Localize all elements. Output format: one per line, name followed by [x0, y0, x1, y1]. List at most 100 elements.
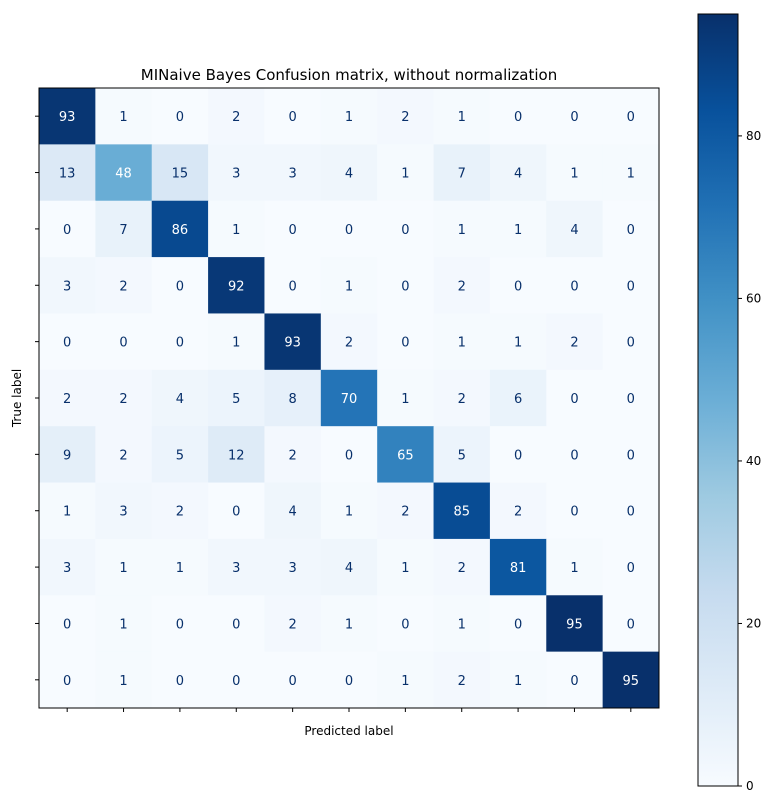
matrix-cell — [546, 257, 604, 314]
matrix-cell — [39, 144, 96, 202]
matrix-cell — [602, 313, 660, 371]
matrix-cell — [208, 369, 265, 427]
matrix-cell — [377, 144, 435, 202]
matrix-cell-value: 1 — [514, 674, 522, 689]
matrix-cell-value: 2 — [345, 336, 353, 351]
matrix-cell — [39, 426, 96, 484]
matrix-cell-value: 3 — [232, 561, 240, 576]
matrix-cell-value: 0 — [570, 674, 578, 689]
matrix-cell-value: 3 — [63, 561, 71, 576]
matrix-cell-value: 48 — [115, 167, 132, 182]
matrix-cell — [208, 200, 265, 258]
matrix-cell — [95, 482, 153, 540]
matrix-cell — [264, 595, 322, 653]
matrix-cell — [151, 595, 209, 653]
matrix-cell-value: 2 — [514, 505, 522, 520]
matrix-cell — [39, 595, 96, 653]
matrix-cell — [377, 595, 435, 653]
matrix-cell-value: 0 — [627, 448, 635, 463]
matrix-cell-value: 3 — [63, 279, 71, 294]
matrix-cell — [433, 369, 491, 427]
matrix-cell — [208, 538, 265, 596]
matrix-cell-value: 0 — [627, 279, 635, 294]
matrix-cell-value: 0 — [570, 279, 578, 294]
matrix-cell-value: 4 — [345, 167, 353, 182]
matrix-cell-value: 1 — [232, 336, 240, 351]
matrix-cell-value: 2 — [288, 448, 296, 463]
matrix-cell-value: 1 — [345, 110, 353, 125]
matrix-cell-value: 95 — [566, 617, 583, 632]
matrix-cell — [95, 369, 153, 427]
matrix-cell — [320, 144, 378, 202]
matrix-cell-value: 1 — [458, 110, 466, 125]
matrix-cell — [546, 200, 604, 258]
x-axis-ticks — [66, 708, 632, 712]
matrix-cell-value: 0 — [627, 110, 635, 125]
matrix-cell — [433, 200, 491, 258]
matrix-cell-value: 1 — [119, 561, 127, 576]
matrix-cell — [602, 369, 660, 427]
matrix-cell-value: 1 — [401, 167, 409, 182]
matrix-cell — [377, 538, 435, 596]
matrix-cell — [208, 426, 265, 484]
matrix-cell-value: 1 — [345, 279, 353, 294]
matrix-cell-value: 3 — [119, 505, 127, 520]
matrix-cell-value: 0 — [288, 223, 296, 238]
matrix-cell — [433, 257, 491, 314]
matrix-cell-value: 0 — [176, 336, 184, 351]
matrix-cell-value: 6 — [514, 392, 522, 407]
matrix-cell — [546, 88, 604, 145]
matrix-cell-value: 0 — [627, 223, 635, 238]
matrix-cell — [546, 538, 604, 596]
matrix-cell-value: 81 — [510, 561, 527, 576]
matrix-cell-value: 85 — [453, 505, 470, 520]
matrix-cell-value: 0 — [514, 110, 522, 125]
matrix-cell — [602, 538, 660, 596]
matrix-cell — [489, 313, 547, 371]
matrix-cell-value: 13 — [59, 167, 76, 182]
matrix-cell-value: 0 — [63, 223, 71, 238]
matrix-cell-value: 0 — [401, 336, 409, 351]
matrix-cell-value: 1 — [119, 674, 127, 689]
matrix-cell — [320, 482, 378, 540]
matrix-cell-value: 0 — [514, 279, 522, 294]
matrix-cell-value: 0 — [401, 617, 409, 632]
matrix-cell-value: 4 — [345, 561, 353, 576]
colorbar-ticks: 0 20 40 60 80 — [738, 129, 761, 793]
matrix-cell — [39, 651, 96, 709]
matrix-cell — [433, 595, 491, 653]
matrix-cell — [433, 651, 491, 709]
matrix-cell-value: 1 — [63, 505, 71, 520]
matrix-cell-value: 2 — [119, 392, 127, 407]
colorbar-tick-label: 80 — [746, 129, 761, 143]
matrix-cell-value: 7 — [119, 223, 127, 238]
matrix-cell — [489, 369, 547, 427]
matrix-cell — [39, 200, 96, 258]
matrix-cell — [151, 369, 209, 427]
matrix-cell-value: 0 — [570, 392, 578, 407]
matrix-cell — [433, 313, 491, 371]
matrix-cell — [208, 88, 265, 145]
matrix-cell-value: 12 — [228, 448, 245, 463]
matrix-cell — [95, 200, 153, 258]
matrix-cell-value: 86 — [172, 223, 189, 238]
matrix-cell — [39, 257, 96, 314]
matrix-cell-value: 70 — [341, 392, 358, 407]
matrix-cell — [208, 257, 265, 314]
matrix-cell-value: 0 — [345, 448, 353, 463]
matrix-cell-value: 0 — [514, 448, 522, 463]
matrix-cell-value: 2 — [176, 505, 184, 520]
matrix-cell — [95, 538, 153, 596]
matrix-cell-value: 4 — [514, 167, 522, 182]
matrix-cell-value: 1 — [570, 167, 578, 182]
matrix-cell — [433, 482, 491, 540]
matrix-cell — [433, 88, 491, 145]
matrix-cell — [264, 144, 322, 202]
matrix-cell-value: 2 — [63, 392, 71, 407]
matrix-cell-value: 2 — [232, 110, 240, 125]
matrix-cell-value: 1 — [458, 223, 466, 238]
matrix-cell — [546, 144, 604, 202]
matrix-cell-value: 93 — [284, 336, 301, 351]
matrix-cell-value: 93 — [59, 110, 76, 125]
matrix-cell-value: 0 — [288, 279, 296, 294]
